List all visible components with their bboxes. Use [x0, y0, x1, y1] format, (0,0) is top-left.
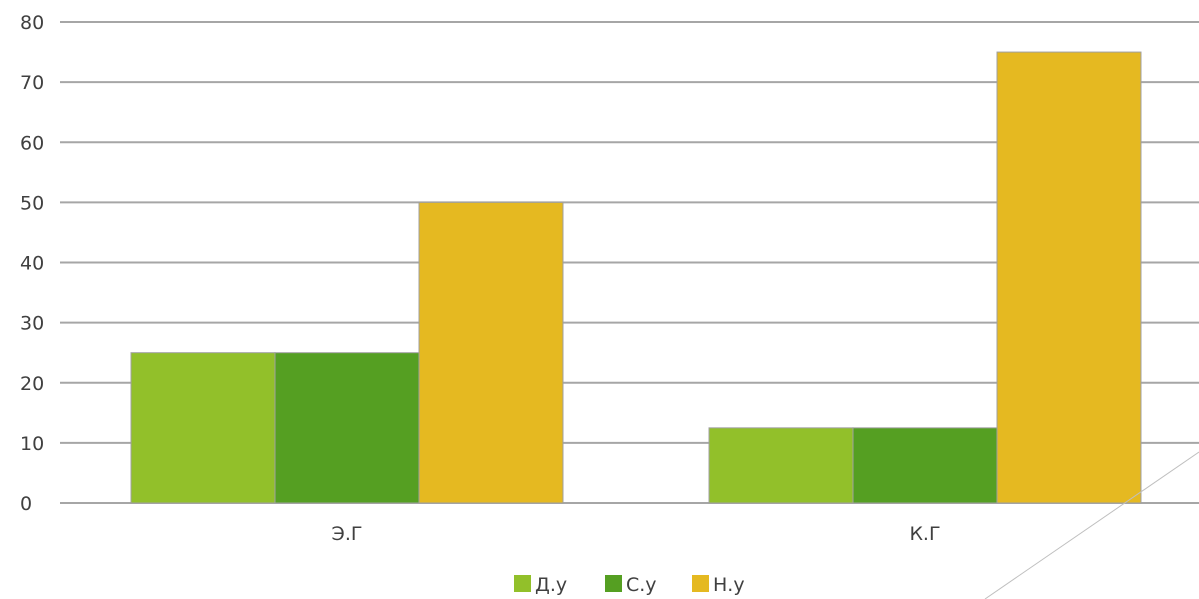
legend-label: Д.у [535, 574, 567, 596]
bar-2-1 [708, 427, 854, 504]
legend-label: Н.у [713, 574, 745, 596]
legend-item-1[interactable]: Д.у [514, 574, 567, 596]
decorative-diagonal-line [984, 451, 1199, 599]
bar-2-2 [852, 427, 998, 504]
y-tick-label: 10 [20, 433, 44, 455]
y-tick-label: 40 [20, 253, 44, 275]
y-tick-label: 20 [20, 373, 44, 395]
bar-1-3 [418, 201, 564, 504]
legend-item-2[interactable]: С.у [605, 574, 657, 596]
x-category-label: К.Г [909, 523, 940, 545]
y-tick-label: 30 [20, 313, 44, 335]
legend-swatch [514, 575, 531, 592]
legend-swatch [605, 575, 622, 592]
y-tick-label: 70 [20, 72, 44, 94]
bars [130, 51, 1142, 504]
legend-item-3[interactable]: Н.у [692, 574, 745, 596]
y-tick-label: 50 [20, 192, 44, 214]
y-tick-label: 80 [20, 12, 44, 34]
y-tick-label: 0 [20, 493, 32, 515]
x-axis-categories: Э.Г К.Г [332, 523, 941, 545]
bar-1-2 [274, 352, 420, 504]
x-category-label: Э.Г [332, 523, 363, 545]
legend-label: С.у [626, 574, 657, 596]
bar-1-1 [130, 352, 276, 504]
bar-2-3 [996, 51, 1142, 504]
legend[interactable]: Д.у С.у Н.у [514, 574, 745, 596]
y-tick-label: 60 [20, 132, 44, 154]
legend-swatch [692, 575, 709, 592]
y-axis-ticks: 0 10 20 30 40 50 60 70 80 [20, 12, 44, 515]
